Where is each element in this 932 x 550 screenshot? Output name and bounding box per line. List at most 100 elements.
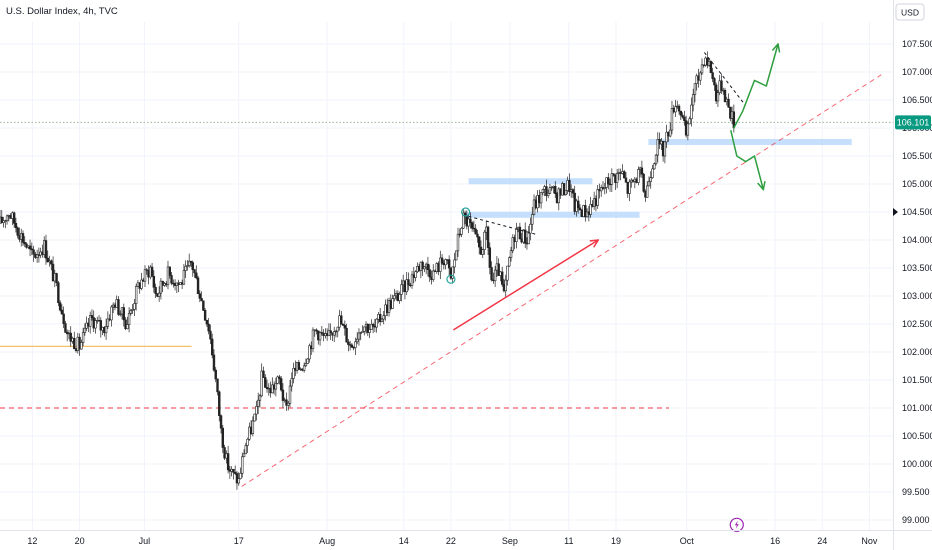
support-zone-1[interactable] xyxy=(468,178,593,185)
y-tick-label-14: 100.500 xyxy=(902,431,932,441)
y-tick-label-13: 101.000 xyxy=(902,403,932,413)
candle-113 xyxy=(198,290,202,303)
grid xyxy=(0,22,893,530)
candle-120 xyxy=(210,333,214,359)
candle-347 xyxy=(612,173,615,177)
candle-97 xyxy=(170,272,173,286)
candle-208 xyxy=(366,323,370,337)
candle-112 xyxy=(196,275,200,295)
candle-387 xyxy=(683,110,686,126)
candle-127 xyxy=(223,444,226,460)
candle-380 xyxy=(670,100,674,135)
candle-379 xyxy=(668,122,672,138)
candle-77 xyxy=(134,283,138,311)
candle-18 xyxy=(30,242,34,256)
candle-146 xyxy=(256,392,260,414)
candle-75 xyxy=(131,304,134,314)
candle-165 xyxy=(290,372,293,392)
candle-145 xyxy=(255,400,258,421)
candle-314 xyxy=(554,181,557,198)
candle-32 xyxy=(55,272,58,287)
candle-231 xyxy=(407,272,410,291)
candle-116 xyxy=(203,308,207,321)
candle-349 xyxy=(615,169,619,189)
candle-262 xyxy=(462,208,465,229)
candle-107 xyxy=(188,253,191,268)
candle-190 xyxy=(334,329,338,338)
candle-390 xyxy=(688,116,691,125)
candle-376 xyxy=(663,141,667,164)
green-up-scenario-arrow[interactable] xyxy=(733,43,781,129)
candle-73 xyxy=(127,307,131,333)
candle-144 xyxy=(253,413,256,422)
y-tick-label-9: 103.000 xyxy=(902,291,932,301)
candle-106 xyxy=(186,260,189,271)
candle-46 xyxy=(80,339,83,350)
candle-122 xyxy=(214,367,217,383)
candle-204 xyxy=(359,331,362,341)
candle-276 xyxy=(486,225,490,255)
candle-252 xyxy=(444,258,447,270)
candle-273 xyxy=(481,248,484,259)
candle-319 xyxy=(562,182,566,196)
candle-57 xyxy=(99,317,102,338)
trendline[interactable] xyxy=(241,74,882,487)
candle-136 xyxy=(239,467,242,480)
candle-307 xyxy=(541,188,545,196)
candle-61 xyxy=(106,311,110,329)
currency-button[interactable]: USD xyxy=(895,3,925,21)
support-zone-2[interactable] xyxy=(648,139,852,145)
pattern-line-0[interactable] xyxy=(462,214,537,235)
candle-393 xyxy=(693,83,697,103)
candle-137 xyxy=(241,452,244,478)
candle-179 xyxy=(315,328,318,335)
candle-121 xyxy=(212,349,216,372)
candle-157 xyxy=(276,375,279,385)
candle-172 xyxy=(302,362,306,373)
candle-169 xyxy=(297,359,301,371)
candle-9 xyxy=(14,217,18,233)
candle-21 xyxy=(35,249,39,263)
candle-187 xyxy=(329,323,332,341)
candle-316 xyxy=(557,187,560,211)
candle-299 xyxy=(527,225,530,245)
candle-129 xyxy=(226,445,230,474)
y-tick-label-4: 105.500 xyxy=(902,151,932,161)
candle-186 xyxy=(327,323,331,337)
candle-371 xyxy=(654,154,658,166)
candle-382 xyxy=(674,99,677,118)
green-down-scenario-arrow[interactable] xyxy=(730,130,766,191)
event-lightning-icon[interactable] xyxy=(729,517,744,532)
candle-159 xyxy=(279,375,283,392)
candle-282 xyxy=(497,258,500,276)
candle-366 xyxy=(646,181,649,198)
candle-331 xyxy=(584,199,587,222)
candle-60 xyxy=(104,318,108,340)
candle-245 xyxy=(432,264,435,282)
candle-177 xyxy=(311,327,315,353)
candle-35 xyxy=(60,304,64,315)
candle-174 xyxy=(306,358,309,364)
candle-196 xyxy=(345,323,348,343)
candle-109 xyxy=(191,260,194,277)
price-axis-marker xyxy=(893,208,898,216)
support-zone-0[interactable] xyxy=(465,211,640,218)
candle-115 xyxy=(202,300,205,312)
candle-47 xyxy=(81,327,85,347)
pivot-marker-1[interactable] xyxy=(461,207,471,217)
candle-311 xyxy=(548,183,552,194)
red-trend-arrow[interactable] xyxy=(453,239,600,331)
pattern-line-1[interactable] xyxy=(703,52,747,106)
candle-280 xyxy=(493,265,497,288)
candle-322 xyxy=(568,173,571,196)
candle-72 xyxy=(126,316,129,330)
y-tick-label-12: 101.500 xyxy=(902,375,932,385)
candle-267 xyxy=(470,221,474,232)
candle-86 xyxy=(150,263,154,277)
candle-96 xyxy=(168,266,171,279)
candle-163 xyxy=(287,400,290,411)
pivot-marker-0[interactable] xyxy=(446,274,456,284)
candle-222 xyxy=(391,294,394,309)
candle-148 xyxy=(260,363,263,398)
